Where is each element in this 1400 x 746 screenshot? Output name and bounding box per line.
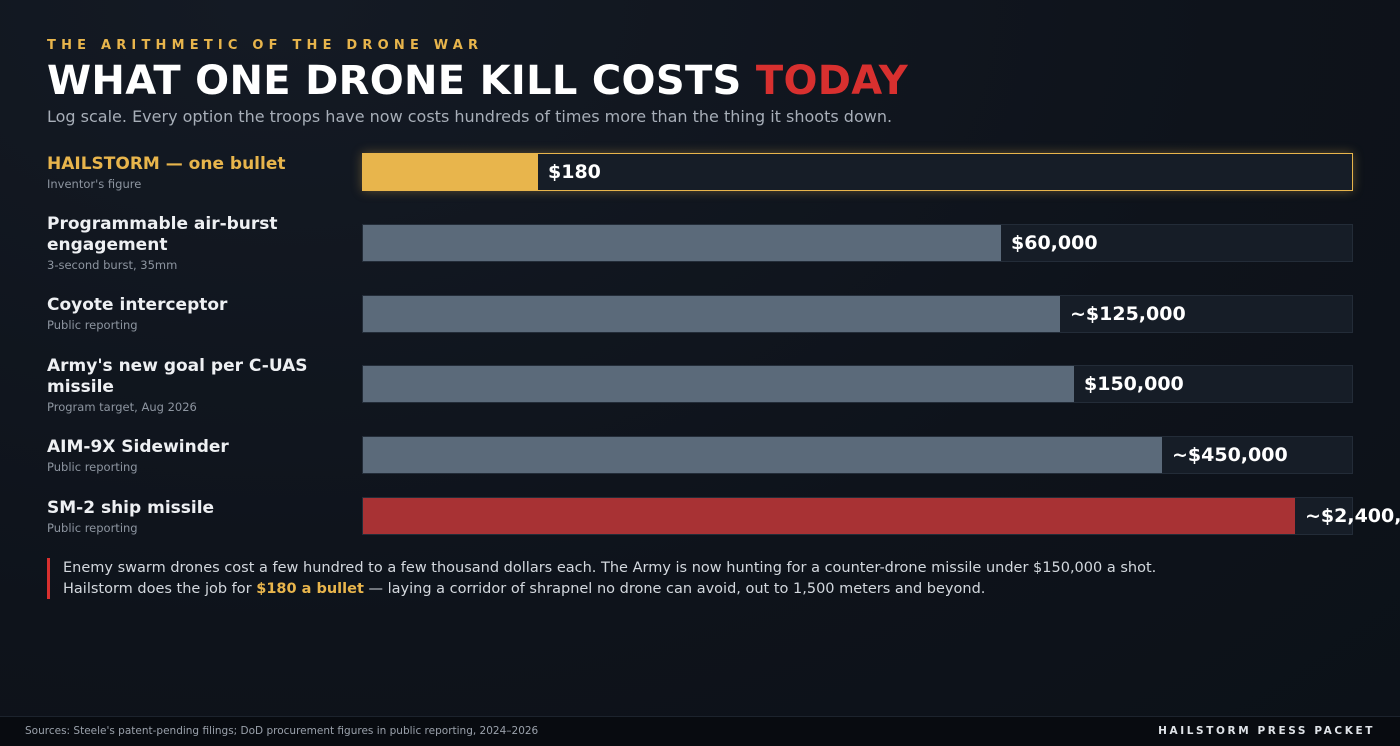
note-line-2: Hailstorm does the job for $180 a bullet…	[63, 579, 1247, 600]
bar-track: ~$2,400,000	[362, 497, 1400, 535]
bar-label: AIM-9X Sidewinder Public reporting	[47, 437, 337, 474]
footer-sources: Sources: Steele's patent-pending filings…	[25, 725, 539, 737]
category-name: Programmable air-burst engagement	[47, 214, 278, 255]
category-name: Army's new goal per C-UAS missile	[47, 356, 308, 397]
title-main: WHAT ONE DRONE KILL COSTS	[47, 58, 756, 104]
footer-brand: HAILSTORM PRESS PACKET	[1158, 725, 1375, 737]
bar-value-label: ~$2,400,000	[1305, 505, 1400, 527]
bar-track: ~$125,000	[362, 295, 1353, 333]
bar-value-label: ~$125,000	[1070, 303, 1186, 325]
bar-track: ~$450,000	[362, 436, 1353, 474]
note-highlight: $180 a bullet	[256, 580, 364, 597]
footer: Sources: Steele's patent-pending filings…	[0, 716, 1400, 746]
category-name: Coyote interceptor	[47, 295, 228, 315]
category-source: Public reporting	[47, 318, 138, 332]
title-accent: TODAY	[755, 58, 908, 104]
note-callout: Enemy swarm drones cost a few hundred to…	[47, 558, 1247, 599]
bar	[363, 366, 1074, 402]
category-name: AIM-9X Sidewinder	[47, 437, 229, 457]
bar	[363, 225, 1001, 261]
bar	[363, 296, 1060, 332]
kicker: THE ARITHMETIC OF THE DRONE WAR	[47, 38, 484, 53]
bar-label: Coyote interceptor Public reporting	[47, 295, 337, 332]
bar	[363, 498, 1295, 534]
category-name: SM-2 ship missile	[47, 498, 215, 518]
category-source: Inventor's figure	[47, 177, 142, 191]
page-title: WHAT ONE DRONE KILL COSTS TODAY	[47, 58, 908, 104]
bar-track: $60,000	[362, 224, 1353, 262]
category-source: Public reporting	[47, 460, 138, 474]
bar-track: $180	[362, 153, 1353, 191]
bar-label: Army's new goal per C-UAS missile Program…	[47, 356, 337, 414]
category-source: Public reporting	[47, 521, 138, 535]
bar	[363, 154, 538, 190]
bar-value-label: $180	[548, 161, 601, 183]
bar-track: $150,000	[362, 365, 1353, 403]
subtitle: Log scale. Every option the troops have …	[47, 107, 893, 126]
bar-label: SM-2 ship missile Public reporting	[47, 498, 337, 535]
bar-label: Programmable air-burst engagement 3-secon…	[47, 214, 337, 272]
category-source: 3-second burst, 35mm	[47, 258, 178, 272]
bar-value-label: ~$450,000	[1172, 444, 1288, 466]
bar-value-label: $150,000	[1084, 373, 1184, 395]
bar-value-label: $60,000	[1011, 232, 1098, 254]
bar	[363, 437, 1162, 473]
category-name: HAILSTORM — one bullet	[47, 154, 286, 174]
note-line-2-post: — laying a corridor of shrapnel no drone…	[363, 580, 986, 597]
bar-label: HAILSTORM — one bullet Inventor's figure	[47, 154, 337, 191]
note-line-2-pre: Hailstorm does the job for	[63, 580, 257, 597]
category-source: Program target, Aug 2026	[47, 400, 197, 414]
note-line-1: Enemy swarm drones cost a few hundred to…	[63, 560, 1157, 576]
